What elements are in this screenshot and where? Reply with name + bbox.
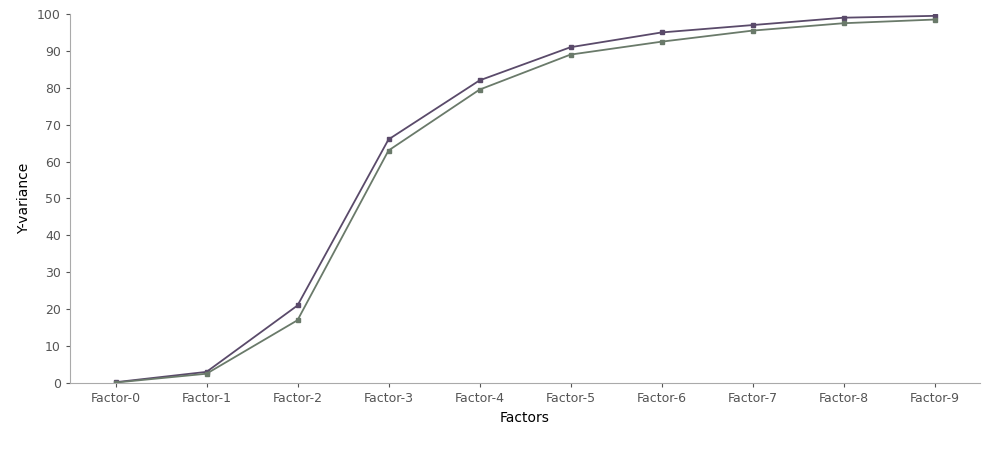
- X-axis label: Factors: Factors: [500, 410, 550, 425]
- Y-axis label: Y-variance: Y-variance: [18, 163, 32, 234]
